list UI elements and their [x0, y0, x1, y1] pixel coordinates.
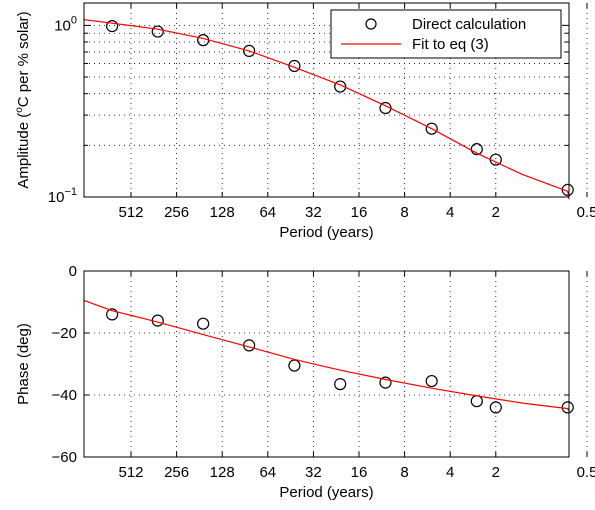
- fit-curve: [83, 299, 570, 412]
- data-point: [489, 401, 502, 414]
- amplitude-y-axis-label-start: Amplitude (: [15, 113, 32, 189]
- y-tick-label-exponent: −1: [64, 186, 77, 198]
- legend: Direct calculation Fit to eq (3): [330, 9, 562, 59]
- x-tick-label: 64: [259, 464, 276, 481]
- legend-box: [330, 9, 562, 59]
- phase-series: [83, 299, 574, 414]
- x-tick-label: 512: [118, 204, 143, 221]
- phase-ticks: 512 256 128 64 32 16 8 4 2 0.5 0 −20 −40 −60: [52, 263, 595, 481]
- phase-panel: 512 256 128 64 32 16 8 4 2 0.5 0 −20 −40 −60 Period (…: [15, 263, 595, 501]
- data-point: [470, 395, 483, 408]
- y-tick-label: −20: [52, 325, 77, 342]
- data-point: [288, 59, 301, 73]
- x-tick-label: 512: [118, 464, 143, 481]
- x-tick-label: 32: [305, 204, 322, 221]
- y-tick-label: −60: [52, 449, 77, 466]
- data-point: [425, 374, 438, 388]
- data-point: [243, 44, 256, 57]
- data-point: [106, 308, 119, 321]
- data-point: [197, 317, 210, 330]
- x-tick-label: 64: [259, 204, 276, 221]
- y-tick-label: −40: [52, 387, 77, 404]
- phase-y-axis-label: Phase (deg): [15, 323, 32, 405]
- y-tick-label-base: 10: [54, 17, 71, 34]
- y-tick-label-base: 10: [48, 189, 65, 206]
- phase-grid: [84, 270, 588, 458]
- amplitude-grid: [84, 3, 588, 197]
- data-point: [151, 25, 164, 38]
- x-tick-label: 4: [446, 464, 454, 481]
- data-point: [288, 359, 301, 372]
- x-tick-label: 128: [210, 204, 235, 221]
- legend-label-direct-calculation: Direct calculation: [412, 16, 526, 33]
- amplitude-y-axis-label-end: C per % solar): [15, 11, 32, 107]
- legend-label-fit: Fit to eq (3): [412, 36, 489, 53]
- x-tick-label: 32: [305, 464, 322, 481]
- amplitude-x-axis-label: Period (years): [279, 224, 373, 241]
- x-tick-label: 256: [164, 464, 189, 481]
- x-tick-label: 4: [446, 204, 454, 221]
- y-tick-label: 10−1: [48, 186, 77, 206]
- amplitude-y-axis-label: Amplitude (oC per % solar): [14, 11, 32, 188]
- y-tick-label: 100: [54, 14, 77, 34]
- x-tick-label: 256: [164, 204, 189, 221]
- phase-x-axis-label: Period (years): [279, 484, 373, 501]
- data-point: [106, 20, 119, 33]
- x-tick-label: 8: [400, 464, 408, 481]
- fit-curve: [83, 19, 570, 200]
- x-tick-label: 2: [492, 464, 500, 481]
- phase-plot-frame: [83, 270, 570, 458]
- data-point: [470, 143, 483, 156]
- amplitude-series: [83, 19, 574, 200]
- x-tick-label: 16: [351, 204, 368, 221]
- data-point: [197, 34, 210, 47]
- x-tick-label: 16: [351, 464, 368, 481]
- data-point: [334, 378, 347, 391]
- x-tick-label: 8: [400, 204, 408, 221]
- x-tick-label: 0.5: [577, 204, 595, 221]
- y-tick-label-exponent: 0: [71, 14, 77, 26]
- data-point: [561, 401, 574, 414]
- legend-marker-direct-calculation: [365, 18, 377, 30]
- x-tick-label: 2: [492, 204, 500, 221]
- amplitude-y-axis-label-degree: o: [14, 107, 25, 113]
- data-point: [425, 122, 438, 135]
- data-point: [379, 376, 392, 389]
- data-point: [334, 80, 347, 93]
- x-tick-label: 0.5: [577, 464, 595, 481]
- amplitude-plot-frame: [83, 2, 570, 198]
- y-tick-label: 0: [69, 263, 77, 280]
- x-tick-label: 128: [210, 464, 235, 481]
